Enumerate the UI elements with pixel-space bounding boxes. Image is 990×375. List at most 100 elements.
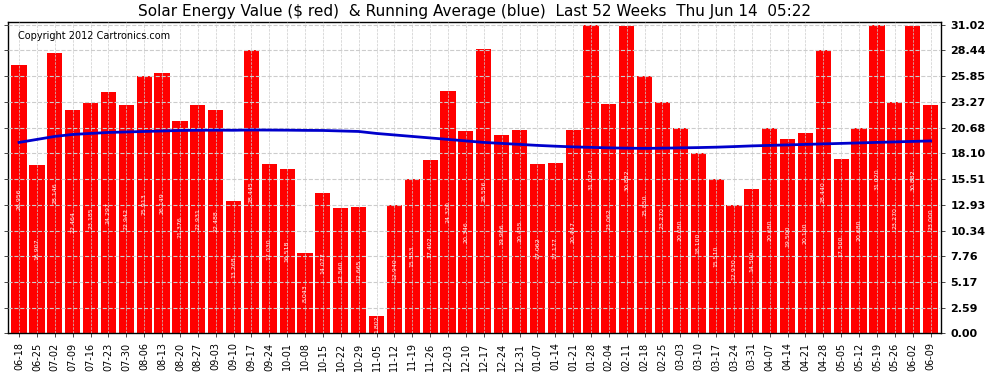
Text: 26.956: 26.956 — [17, 189, 22, 210]
Bar — [261, 164, 277, 333]
Bar — [423, 160, 438, 333]
Text: 31.020: 31.020 — [874, 168, 879, 190]
Text: 16.518: 16.518 — [285, 241, 290, 262]
Bar — [12, 65, 27, 333]
Text: 24.297: 24.297 — [106, 202, 111, 223]
Text: 14.077: 14.077 — [321, 252, 326, 274]
Text: 28.440: 28.440 — [821, 181, 826, 203]
Bar — [923, 105, 939, 333]
Text: 20.455: 20.455 — [517, 221, 522, 243]
Bar — [887, 102, 903, 333]
Text: 20.680: 20.680 — [678, 220, 683, 241]
Bar — [190, 105, 205, 333]
Text: 23.270: 23.270 — [660, 207, 665, 229]
Text: 23.270: 23.270 — [892, 207, 897, 229]
Text: 23.062: 23.062 — [606, 208, 612, 230]
Text: 12.940: 12.940 — [392, 258, 397, 280]
Title: Solar Energy Value ($ red)  & Running Average (blue)  Last 52 Weeks  Thu Jun 14 : Solar Energy Value ($ red) & Running Ave… — [139, 4, 812, 19]
Text: 12.930: 12.930 — [732, 258, 737, 280]
Bar — [691, 153, 706, 333]
Text: 28.445: 28.445 — [248, 181, 253, 203]
Text: 19.500: 19.500 — [785, 226, 790, 247]
Text: 17.402: 17.402 — [428, 236, 433, 258]
Bar — [476, 50, 491, 333]
Bar — [387, 205, 402, 333]
Bar — [405, 179, 420, 333]
Bar — [244, 50, 259, 333]
Bar — [101, 92, 116, 333]
Text: 12.560: 12.560 — [339, 260, 344, 282]
Text: 25.850: 25.850 — [643, 194, 647, 216]
Text: 30.882: 30.882 — [625, 169, 630, 190]
Bar — [565, 130, 581, 333]
Bar — [530, 164, 544, 333]
Bar — [119, 105, 134, 333]
Bar — [583, 25, 599, 333]
Bar — [762, 128, 777, 333]
Bar — [547, 162, 563, 333]
Bar — [816, 51, 831, 333]
Text: Copyright 2012 Cartronics.com: Copyright 2012 Cartronics.com — [18, 31, 170, 41]
Bar — [83, 103, 98, 333]
Bar — [744, 189, 759, 333]
Text: 1.802: 1.802 — [374, 316, 379, 333]
Bar — [512, 130, 527, 333]
Bar — [905, 26, 921, 333]
Text: 15.553: 15.553 — [410, 245, 415, 267]
Bar — [655, 102, 670, 333]
Bar — [494, 135, 509, 333]
Bar — [226, 201, 242, 333]
Bar — [137, 76, 151, 333]
Text: 31.024: 31.024 — [588, 168, 593, 190]
Bar — [154, 73, 169, 333]
Text: 23.000: 23.000 — [928, 208, 934, 230]
Bar — [369, 315, 384, 333]
Text: 20.447: 20.447 — [570, 221, 575, 243]
Bar — [315, 194, 331, 333]
Bar — [780, 140, 795, 333]
Bar — [458, 131, 473, 333]
Text: 19.906: 19.906 — [499, 224, 504, 245]
Bar — [637, 76, 652, 333]
Text: 20.680: 20.680 — [856, 220, 861, 241]
Text: 20.100: 20.100 — [803, 223, 808, 244]
Bar — [709, 179, 724, 333]
Text: 20.680: 20.680 — [767, 220, 772, 241]
Text: 25.913: 25.913 — [142, 194, 147, 215]
Text: 22.464: 22.464 — [70, 211, 75, 232]
Bar — [208, 110, 224, 333]
Bar — [798, 134, 813, 333]
Text: 24.320: 24.320 — [446, 201, 450, 223]
Text: 17.030: 17.030 — [266, 238, 272, 260]
Bar — [601, 104, 617, 333]
Text: 28.556: 28.556 — [481, 181, 486, 202]
Bar — [65, 110, 80, 333]
Bar — [172, 121, 187, 333]
Text: 26.149: 26.149 — [159, 192, 164, 214]
Text: 17.500: 17.500 — [839, 236, 843, 257]
Bar — [441, 92, 455, 333]
Bar — [297, 254, 313, 333]
Text: 15.510: 15.510 — [714, 246, 719, 267]
Bar — [334, 209, 348, 333]
Text: 30.882: 30.882 — [910, 169, 915, 190]
Bar — [869, 25, 884, 333]
Text: 17.177: 17.177 — [552, 237, 557, 259]
Bar — [619, 26, 635, 333]
Text: 16.907: 16.907 — [35, 238, 40, 260]
Text: 21.376: 21.376 — [177, 216, 182, 238]
Text: 23.185: 23.185 — [88, 207, 93, 229]
Text: 22.488: 22.488 — [213, 211, 218, 232]
Text: 8.043: 8.043 — [303, 285, 308, 302]
Bar — [351, 207, 366, 333]
Bar — [727, 205, 742, 333]
Text: 20.346: 20.346 — [463, 221, 468, 243]
Text: 28.146: 28.146 — [52, 183, 57, 204]
Text: 13.268: 13.268 — [231, 256, 236, 278]
Text: 14.500: 14.500 — [749, 251, 754, 272]
Text: 12.665: 12.665 — [356, 260, 361, 281]
Text: 22.931: 22.931 — [195, 209, 200, 230]
Bar — [30, 165, 45, 333]
Text: 18.100: 18.100 — [696, 233, 701, 254]
Bar — [48, 53, 62, 333]
